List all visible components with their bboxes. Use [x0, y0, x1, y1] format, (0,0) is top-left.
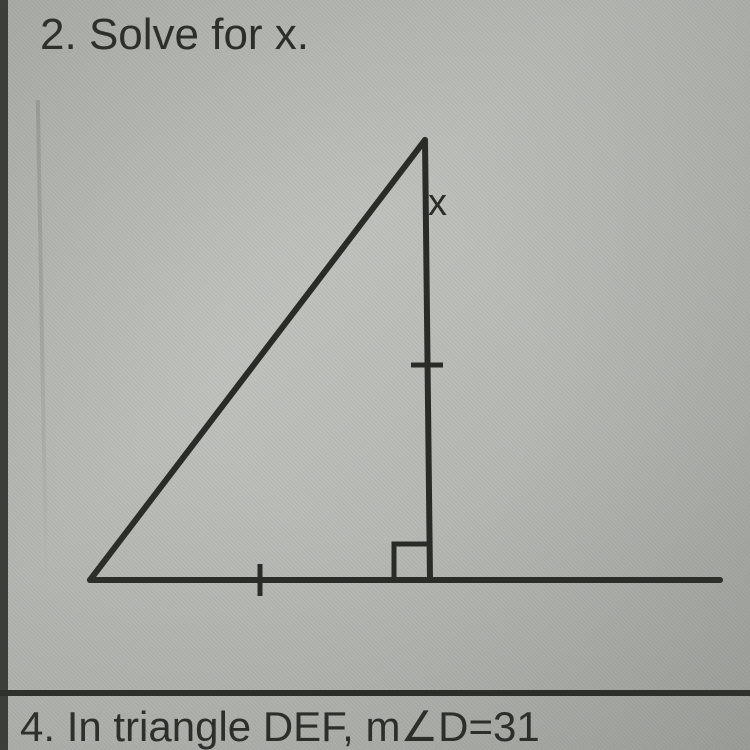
triangle-figure: [30, 90, 730, 650]
question-text-content: Solve for x.: [89, 10, 309, 59]
next-question-text: 4. In triangle DEF, m∠D=31: [20, 703, 540, 750]
worksheet-page: 2. Solve for x. x 4. In triangle DEF, m∠…: [0, 0, 750, 750]
geometry-diagram: x: [30, 90, 720, 650]
hypotenuse: [90, 140, 425, 580]
angle-x-label: x: [428, 182, 447, 225]
question-prompt: 2. Solve for x.: [40, 10, 309, 60]
next-question-partial: 4. In triangle DEF, m∠D=31: [0, 690, 750, 750]
question-number: 2.: [40, 10, 77, 59]
page-left-border: [0, 0, 8, 750]
right-angle-mark: [394, 544, 430, 580]
